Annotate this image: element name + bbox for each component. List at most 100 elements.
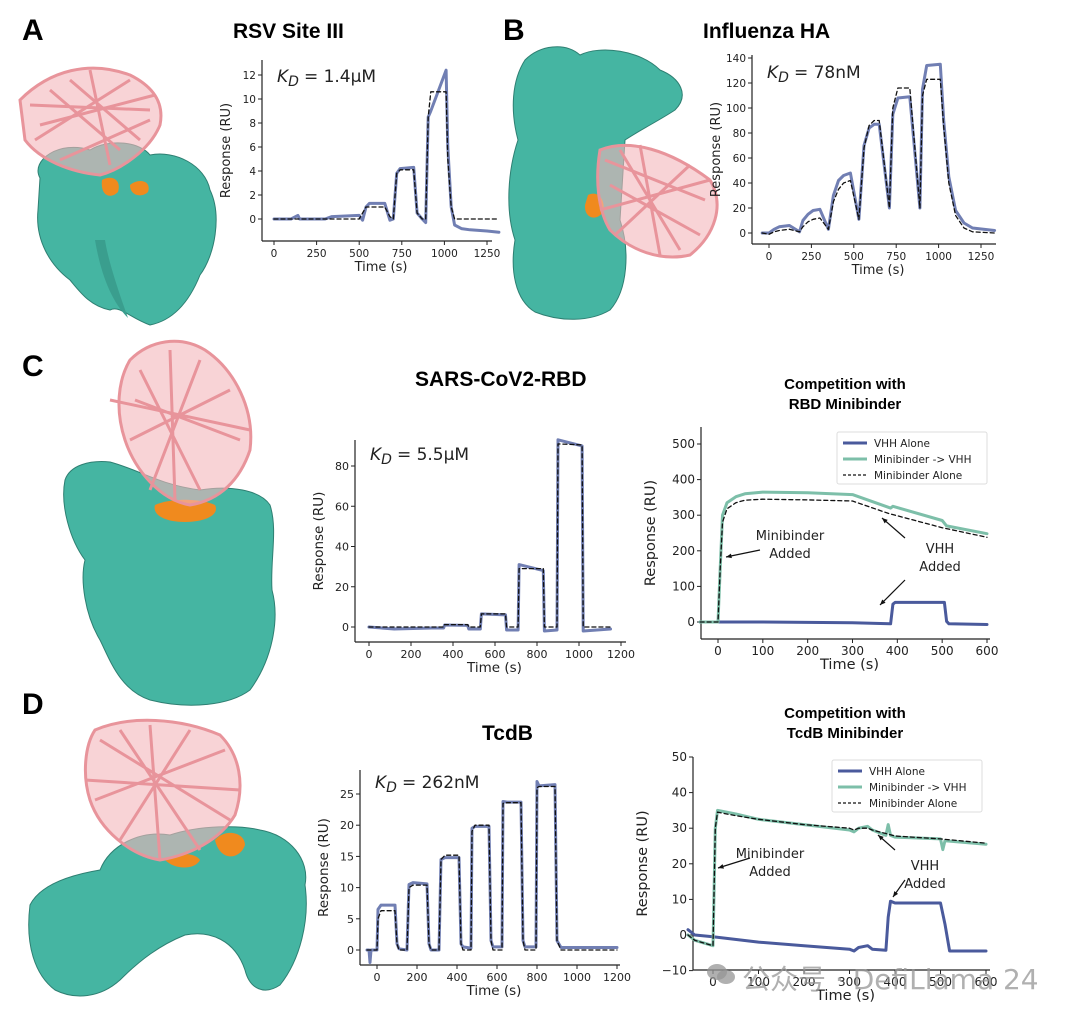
annotation-minibinder-added: Minibinder (736, 847, 805, 862)
kd-value: = 5.5μM (397, 445, 469, 465)
y-tick-label: 20 (335, 581, 349, 594)
y-tick-label: 500 (672, 437, 695, 451)
x-tick-label: 750 (392, 248, 412, 260)
kd-subscript: D (386, 780, 397, 796)
interface-c (154, 499, 216, 522)
x-tick-label: 0 (374, 971, 381, 984)
y-tick-label: 0 (342, 621, 349, 634)
x-tick-label: 0 (714, 644, 722, 658)
kd-subscript: D (381, 452, 392, 468)
y-tick-label: 50 (672, 750, 687, 764)
kd-annotation: KD = 262nM (375, 773, 479, 796)
x-tick-label: 400 (447, 971, 468, 984)
x-axis-label: Time (s) (819, 657, 879, 673)
y-tick-label: 5 (347, 913, 354, 926)
x-tick-label: 200 (401, 648, 422, 661)
wechat-icon (707, 964, 735, 984)
kd-value: = 78nM (794, 63, 861, 83)
annotation-arrowhead (726, 553, 732, 559)
chart-d-comp: 0 100 200 300 400 500 600 −10 0 10 20 30 40 50 Time (s… (635, 750, 997, 1004)
y-tick-label: 0 (687, 615, 695, 629)
y-tick-label: 0 (249, 214, 256, 226)
annotation-minibinder-added: Added (749, 865, 790, 880)
y-axis-label: Response (RU) (643, 480, 659, 586)
structure-b (508, 46, 719, 320)
x-tick-label: 1250 (474, 248, 501, 260)
x-tick-label: 200 (407, 971, 428, 984)
kd-symbol: K (375, 773, 388, 793)
y-tick-label: 300 (672, 508, 695, 522)
series-fit (366, 785, 618, 951)
x-tick-label: 1200 (607, 648, 635, 661)
binder-c (109, 339, 253, 507)
y-tick-label: 15 (340, 850, 354, 863)
x-tick-label: 1250 (968, 251, 995, 263)
x-tick-label: 100 (747, 975, 770, 989)
legend-label: Minibinder -> VHH (874, 454, 971, 466)
y-tick-label: 120 (726, 78, 746, 90)
x-tick-label: 250 (307, 248, 327, 260)
interface-a (101, 177, 149, 196)
x-tick-label: 0 (766, 251, 773, 263)
watermark-text: 公众号 · DefiLlama 24 (742, 963, 1039, 996)
chart-c-comp: 0 100 200 300 400 500 600 0 100 200 300 400 500 Time … (643, 427, 998, 673)
y-tick-label: 20 (672, 857, 687, 871)
x-tick-label: 100 (751, 644, 774, 658)
y-tick-label: 20 (733, 203, 746, 215)
title-comp-tcdb-line1: Competition with (784, 705, 906, 722)
series-fit (761, 78, 996, 235)
y-tick-label: 140 (726, 53, 746, 65)
x-tick-label: 200 (796, 644, 819, 658)
x-tick-label: 500 (929, 975, 952, 989)
y-tick-label: −10 (662, 964, 687, 978)
y-tick-label: 10 (672, 892, 687, 906)
y-axis-label: Response (RU) (709, 102, 724, 197)
y-axis-label: Response (RU) (219, 103, 234, 198)
annotation-minibinder-added: Minibinder (756, 529, 825, 544)
x-axis-label: Time (s) (815, 988, 875, 1004)
y-tick-label: 100 (672, 579, 695, 593)
title-comp-rbd-line1: Competition with (784, 376, 906, 393)
y-tick-label: 6 (249, 142, 256, 154)
y-tick-label: 40 (335, 541, 349, 554)
series-minibinder-alone (687, 811, 987, 947)
series-measured (272, 68, 501, 234)
annotation-arrowhead (878, 835, 884, 841)
y-tick-label: 200 (672, 544, 695, 558)
chart-b: 0 250 500 750 1000 1250 0 20 40 60 80 100 120 140 Time… (709, 53, 997, 278)
x-tick-label: 200 (793, 975, 816, 989)
y-tick-label: 30 (672, 821, 687, 835)
chart-d-spr: 0 200 400 600 800 1000 1200 0 5 10 15 20 25 Time (s) R… (316, 770, 631, 999)
surface-shadow-a (95, 240, 128, 318)
x-tick-label: 800 (527, 971, 548, 984)
panel-letter-b: B (503, 14, 525, 47)
series-measured (367, 438, 612, 633)
y-tick-label: 40 (672, 786, 687, 800)
series-measured (365, 780, 619, 964)
kd-symbol: K (370, 445, 383, 465)
x-axis-label: Time (s) (466, 983, 522, 999)
annotation-arrow (717, 857, 751, 869)
series-minibinder-vhh (698, 490, 989, 624)
y-tick-label: 80 (335, 460, 349, 473)
kd-subscript: D (778, 70, 789, 86)
kd-value: = 1.4μM (304, 67, 376, 87)
title-rsv: RSV Site III (233, 20, 344, 43)
legend-label: VHH Alone (869, 766, 925, 778)
x-axis-label: Time (s) (851, 263, 905, 278)
y-tick-label: 12 (243, 70, 256, 82)
title-influenza: Influenza HA (703, 20, 831, 43)
y-tick-label: 4 (249, 166, 256, 178)
x-tick-label: 400 (884, 975, 907, 989)
series-minibinder-alone (699, 498, 988, 623)
annotation-vhh-added: Added (919, 560, 960, 575)
series-measured (760, 62, 997, 235)
y-tick-label: 60 (335, 500, 349, 513)
panel-letter-c: C (22, 350, 44, 383)
x-tick-label: 400 (886, 644, 909, 658)
title-comp-rbd-line2: RBD Minibinder (788, 396, 902, 413)
legend-label: VHH Alone (874, 438, 930, 450)
x-tick-label: 1000 (563, 971, 591, 984)
annotation-minibinder-added: Added (769, 547, 810, 562)
